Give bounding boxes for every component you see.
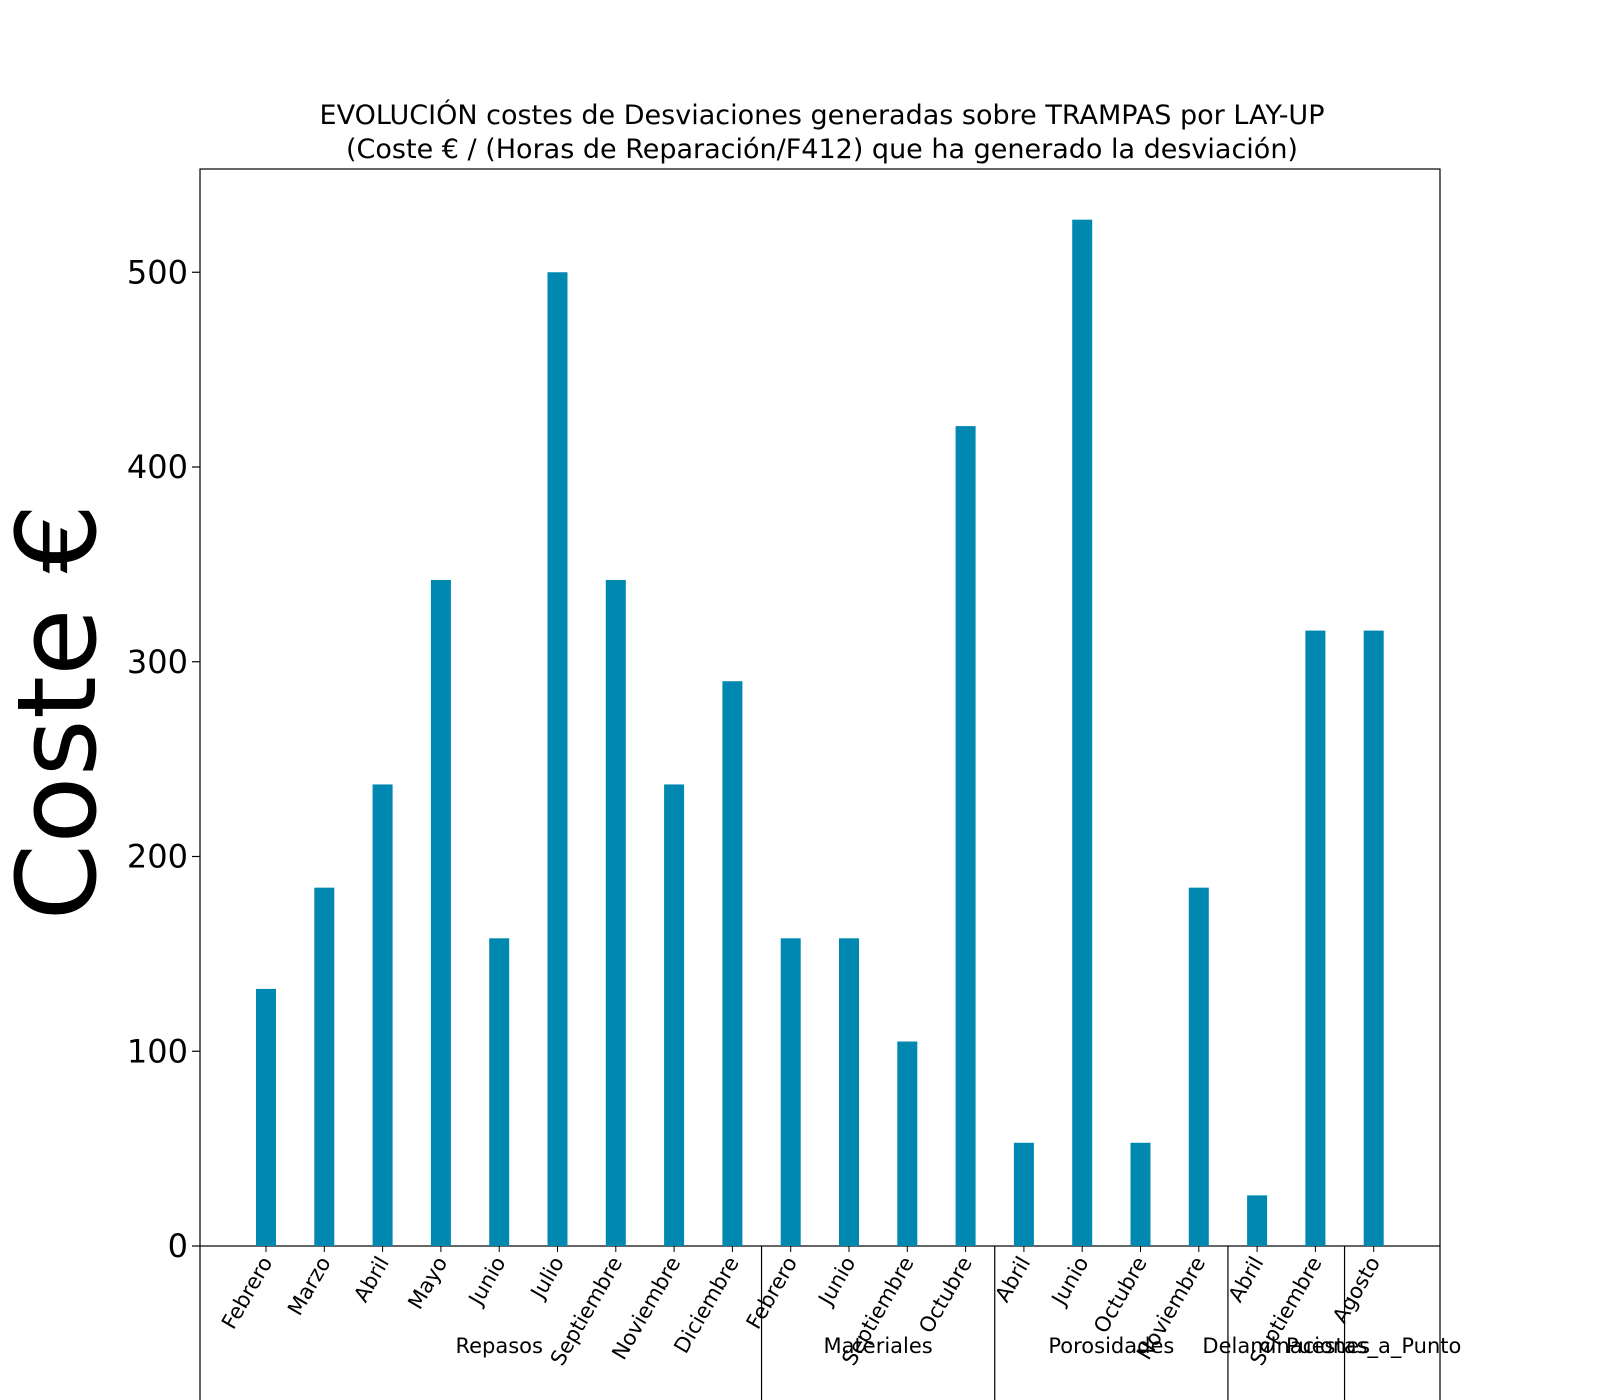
bar-porosidades-octubre <box>1130 1142 1151 1246</box>
y-axis-label: Coste € <box>0 503 121 920</box>
x-tick-label: Octubre <box>914 1253 977 1338</box>
bar-materiales-junio <box>839 938 859 1246</box>
y-tick-label: 100 <box>127 1032 188 1070</box>
x-tick-label: Febrero <box>742 1253 802 1334</box>
y-tick-label: 400 <box>127 448 188 486</box>
y-tick-label: 0 <box>168 1227 188 1265</box>
x-tick-label: Julio <box>525 1253 569 1305</box>
x-tick-label: Mayo <box>403 1253 452 1314</box>
x-tick-label: Marzo <box>283 1253 336 1320</box>
y-tick-label: 300 <box>127 643 188 681</box>
x-tick-label: Agosto <box>1328 1253 1385 1328</box>
x-tick-label: Octubre <box>1089 1253 1152 1338</box>
y-tick-label: 200 <box>127 838 188 876</box>
x-tick-label: Abril <box>990 1253 1035 1307</box>
bar-repasos-marzo <box>314 887 335 1246</box>
bar-repasos-diciembre <box>722 681 743 1246</box>
y-tick-label: 500 <box>127 253 188 291</box>
bars <box>256 219 1384 1247</box>
x-tick-label: Abril <box>349 1253 394 1307</box>
chart-title: EVOLUCIÓN costes de Desviaciones generad… <box>320 99 1325 131</box>
x-tick-label: Junio <box>813 1253 861 1311</box>
bar-delaminaciones-abril <box>1247 1195 1268 1246</box>
bar-repasos-mayo <box>430 579 451 1246</box>
group-label-repasos: Repasos <box>455 1334 543 1358</box>
bar-materiales-febrero <box>780 938 801 1246</box>
chart-subtitle: (Coste € / (Horas de Reparación/F412) qu… <box>346 134 1298 165</box>
x-tick-label: Abril <box>1224 1253 1269 1307</box>
bar-repasos-noviembre <box>664 784 685 1246</box>
bar-repasos-julio <box>547 272 568 1246</box>
bar-porosidades-abril <box>1013 1142 1034 1246</box>
group-label-puestas-a-punto: Puestas_a_Punto <box>1286 1334 1461 1359</box>
x-tick-label: Junio <box>463 1253 511 1311</box>
bar-porosidades-junio <box>1072 219 1093 1247</box>
bar-repasos-abril <box>372 784 393 1246</box>
bar-puestas-a-punto-agosto <box>1363 630 1384 1246</box>
plot-frame <box>199 168 1441 1247</box>
bar-porosidades-noviembre <box>1188 887 1209 1246</box>
x-tick-label: Febrero <box>217 1253 277 1334</box>
group-label-delaminaciones: Delaminaciones <box>1202 1334 1370 1358</box>
x-axis: Febrero Marzo Abril Mayo Junio JulioSeptiembr… <box>199 1246 1461 1400</box>
group-label-porosidades: Porosidades <box>1048 1334 1174 1358</box>
group-label-materiales: Materiales <box>824 1334 933 1358</box>
bar-repasos-febrero <box>256 988 276 1246</box>
x-tick-label: Junio <box>1046 1253 1094 1311</box>
bar-materiales-septiembre <box>897 1041 918 1246</box>
y-axis: 0 100 200 300 400 500 <box>127 253 200 1265</box>
bar-repasos-septiembre <box>605 579 626 1246</box>
bar-materiales-octubre <box>955 426 976 1246</box>
bar-delaminaciones-septiembre <box>1305 630 1326 1246</box>
bar-repasos-junio <box>489 938 510 1246</box>
